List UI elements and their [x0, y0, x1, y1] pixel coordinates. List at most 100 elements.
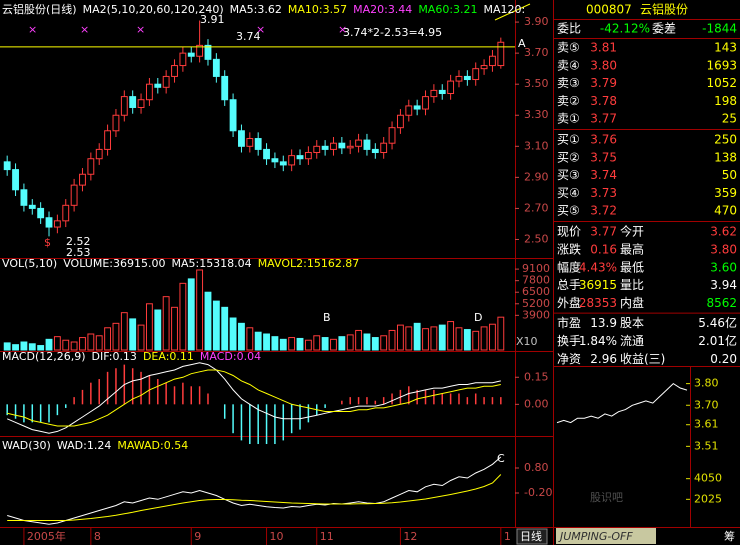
candle-body [70, 184, 78, 206]
candle-body [422, 96, 429, 110]
volume-bar [12, 344, 19, 351]
candle-body [79, 173, 86, 186]
y-tick-label: 3.10 [524, 139, 549, 152]
candle-body [405, 105, 413, 116]
quote-text: 470 [714, 204, 737, 218]
volume-bar [396, 324, 404, 351]
header-part: MACD(12,26,9) [2, 350, 86, 363]
header-part: DIF:0.13 [92, 350, 137, 363]
quote-text: 卖⑤ [557, 41, 580, 55]
candle-body [238, 130, 245, 147]
volume-bar [338, 336, 346, 351]
marker: × [338, 23, 347, 36]
volume-bar [405, 326, 413, 351]
quote-text: 现价 [557, 225, 581, 239]
header-part: 云铝股份(日线) [2, 2, 77, 16]
annotation: 3.91 [200, 13, 225, 26]
header-part: VOL(5,10) [2, 257, 57, 270]
quote-text: 涨跌 [557, 241, 581, 256]
quote-text: 1052 [706, 76, 737, 90]
candle-body [363, 139, 371, 150]
marker: × [136, 23, 145, 36]
candle-body [12, 169, 19, 191]
candle-body [313, 145, 321, 154]
banner: JUMPING-OFF [558, 530, 633, 543]
y-tick-label: 3.61 [694, 418, 719, 431]
y-tick-label: 0.80 [524, 461, 549, 474]
volume-bar [3, 342, 11, 351]
quote-text: 36915 [579, 278, 617, 292]
quote-text: 收益(三) [620, 352, 665, 366]
volume-bar [321, 337, 329, 351]
header-part: MA5:15318.04 [171, 257, 251, 270]
panel-header: 云铝股份(日线) MA2(5,10,20,60,120,240) MA5:3.62 M… [2, 2, 525, 16]
quote-text: 卖② [557, 94, 580, 108]
quote-text: 卖③ [557, 76, 580, 90]
candle-body [455, 75, 463, 82]
volume-bar [430, 326, 438, 351]
volume-bar [104, 327, 112, 351]
volume-bar [254, 331, 262, 351]
quote-text: 3.77 [590, 112, 617, 126]
quote-text: 3.73 [590, 186, 617, 200]
quote-text: 买① [557, 133, 580, 147]
candle-body [355, 139, 363, 147]
banner-box [556, 528, 656, 544]
candle-body [480, 65, 488, 70]
x-tick-label: 8 [94, 530, 101, 543]
candle-body [413, 105, 421, 110]
volume-bar [313, 335, 321, 351]
period-tab[interactable] [516, 528, 548, 545]
volume-bar [204, 291, 212, 351]
quote-text: 云铝股份 [640, 2, 688, 17]
panel-header: MACD(12,26,9) DIF:0.13 DEA:0.11 MACD:0.04 [2, 350, 261, 363]
quote-text: 卖① [557, 112, 580, 126]
quote-text: 1.84% [579, 334, 617, 348]
quote-text: 198 [714, 94, 737, 108]
quote-text: 25 [722, 112, 737, 126]
annotation: C [497, 452, 505, 465]
volume-bar [263, 333, 270, 351]
candle-body [279, 161, 287, 166]
volume-bar [53, 336, 61, 351]
volume-bar [279, 338, 287, 351]
header-part: MA60:3.21 [418, 3, 477, 16]
quote-text: -1844 [702, 22, 737, 36]
header-part: MA5:3.62 [230, 3, 282, 16]
y-tick-label: 2025 [694, 492, 722, 505]
y-tick-label: 3.90 [524, 15, 549, 28]
candle-body [28, 204, 36, 209]
annotation: 3.74*2-2.53=4.95 [343, 26, 442, 39]
volume-bar [447, 321, 455, 351]
volume-bar [480, 326, 488, 351]
header-part: MA120: [484, 3, 526, 16]
volume-bar [62, 339, 70, 351]
quote-text: 5.46亿 [698, 315, 737, 330]
unit-label: X10 [516, 335, 538, 348]
quote-text: 最低 [620, 260, 644, 274]
candle-body [204, 44, 212, 60]
quote-text: 359 [714, 186, 737, 200]
candle-body [472, 68, 480, 81]
candle-body [430, 89, 438, 98]
quote-text: 1693 [706, 58, 737, 72]
header-part: MAWAD:0.54 [117, 439, 188, 452]
volume-bar [229, 317, 237, 351]
quote-text: 幅度 [557, 259, 581, 274]
candle-body [346, 145, 354, 149]
quote-text: 卖④ [557, 58, 580, 72]
y-tick-label: 3.80 [694, 377, 719, 390]
candle-body [438, 89, 446, 95]
volume-bar [346, 334, 354, 351]
quote-text: 3.79 [590, 76, 617, 90]
candle-body [447, 80, 455, 95]
volume-bar [187, 278, 195, 351]
volume-bar [45, 338, 53, 351]
quote-text: 今开 [620, 224, 644, 239]
quote-text: 3.81 [590, 41, 617, 55]
x-tick-label: 9 [194, 530, 201, 543]
header-part: DEA:0.11 [143, 350, 194, 363]
candle-body [154, 83, 162, 88]
candle-body [271, 158, 279, 163]
